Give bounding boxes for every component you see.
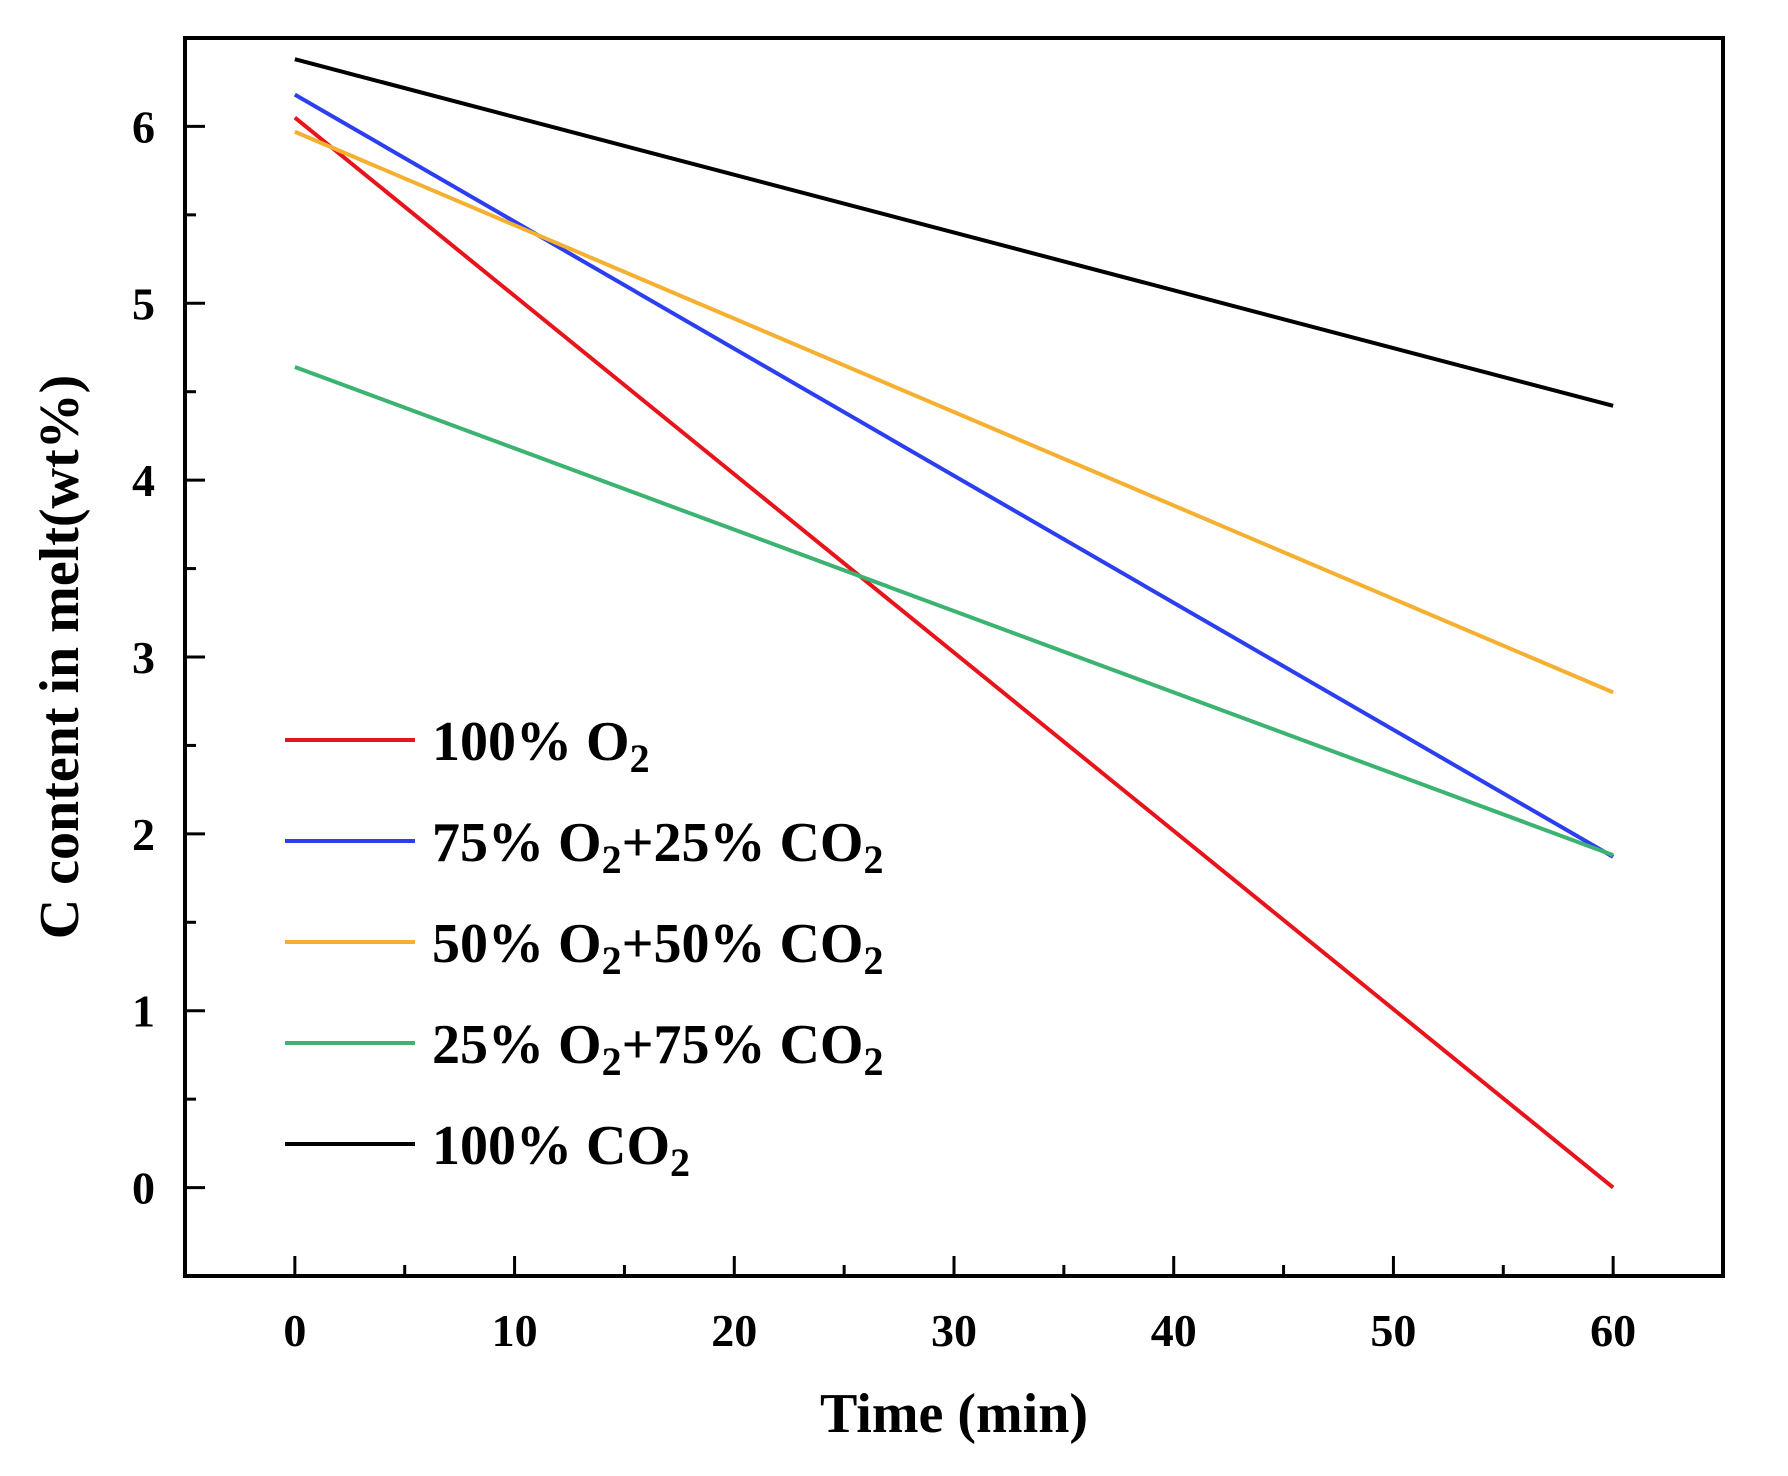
legend: 100% O2 75% O2+25% CO2 50% O2+50% CO2 25% O…	[285, 711, 883, 1185]
series-lines	[293, 57, 1615, 1190]
x-axis-title: Time (min)	[820, 1383, 1088, 1445]
x-axis-ticks	[293, 1256, 1615, 1276]
y-tick-label: 1	[132, 986, 155, 1037]
legend-item-100-o2: 100% O2	[285, 711, 650, 781]
x-axis-tick-labels: 0 10 20 30 40 50 60	[283, 1305, 1636, 1356]
x-tick-label: 20	[711, 1305, 757, 1356]
x-tick-label: 10	[492, 1305, 538, 1356]
y-tick-label: 2	[132, 809, 155, 860]
legend-item-75-o2-25-co2: 75% O2+25% CO2	[285, 812, 883, 882]
y-tick-label: 6	[132, 101, 155, 152]
y-tick-label: 5	[132, 278, 155, 329]
legend-item-25-o2-75-co2: 25% O2+75% CO2	[285, 1014, 883, 1084]
series-line-100-o2	[293, 116, 1615, 1190]
x-tick-label: 0	[283, 1305, 306, 1356]
legend-label: 25% O2+75% CO2	[432, 1014, 883, 1084]
series-line-100-co2	[294, 57, 1614, 408]
series-line-50-o2-50-co2	[294, 129, 1614, 695]
x-tick-label: 40	[1151, 1305, 1197, 1356]
y-axis-title: C content in melt(wt%)	[29, 375, 91, 940]
y-axis-ticks	[185, 36, 205, 1278]
y-axis-tick-labels: 0 1 2 3 4 5 6	[132, 101, 155, 1213]
series-line-75-o2-25-co2	[293, 92, 1615, 859]
y-tick-label: 3	[132, 632, 155, 683]
legend-item-50-o2-50-co2: 50% O2+50% CO2	[285, 913, 883, 983]
y-tick-label: 4	[132, 455, 155, 506]
legend-item-100-co2: 100% CO2	[285, 1115, 690, 1185]
legend-label: 75% O2+25% CO2	[432, 812, 883, 882]
legend-label: 50% O2+50% CO2	[432, 913, 883, 983]
legend-label: 100% O2	[432, 711, 650, 781]
x-tick-label: 30	[931, 1305, 977, 1356]
series-line-25-o2-75-co2	[294, 365, 1614, 857]
legend-label: 100% CO2	[432, 1115, 690, 1185]
x-tick-label: 60	[1590, 1305, 1636, 1356]
y-tick-label: 0	[132, 1163, 155, 1214]
x-tick-label: 50	[1370, 1305, 1416, 1356]
